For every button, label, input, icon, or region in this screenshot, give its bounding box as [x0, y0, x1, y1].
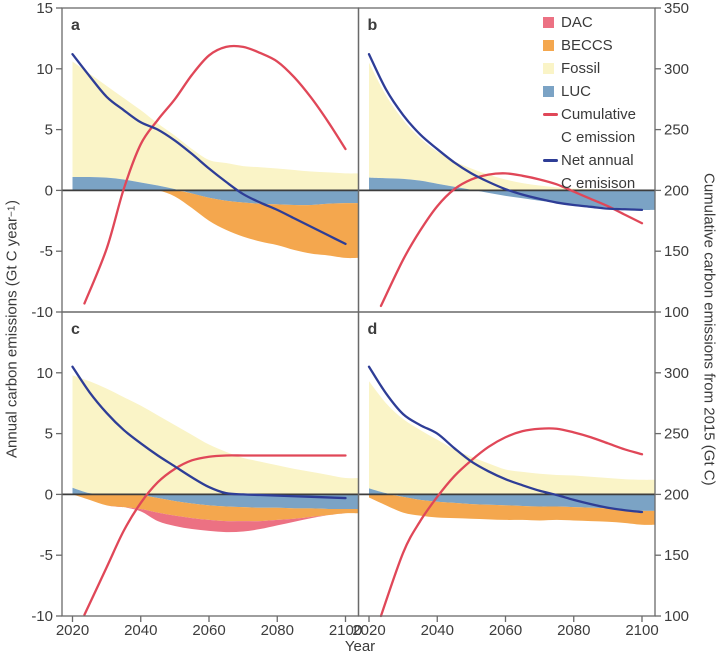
dac-legend-swatch-icon: [543, 17, 561, 28]
area-fossil-panel-c: [72, 375, 359, 495]
legend-item-dac: DAC: [543, 11, 636, 34]
area-dac-panel-c: [72, 494, 359, 533]
tick-label: 150: [664, 243, 689, 260]
dac-color-chip-icon: [543, 17, 554, 28]
line-cumulative-panel-d: [379, 427, 644, 618]
legend-item-cumulative: Cumulative: [543, 103, 636, 126]
tick-label: 2060: [489, 622, 522, 639]
legend: DAC BECCS Fossil LUC Cumulative C emission Net…: [543, 11, 636, 195]
tick-label: 250: [664, 122, 689, 139]
legend-label-net: Net annual: [561, 152, 634, 169]
luc-color-chip-icon: [543, 86, 554, 97]
line-net-annual-panel-d: [367, 365, 644, 514]
line-net-annual-panel-b: [367, 53, 644, 212]
tick-label: 2100: [625, 622, 658, 639]
line-net-annual-panel-a: [71, 53, 347, 246]
legend-item-fossil: Fossil: [543, 57, 636, 80]
legend-item-net: C emisison: [543, 172, 636, 195]
panel-border-d: [357, 311, 656, 617]
panel-label-c: c: [71, 321, 80, 338]
beccs-legend-swatch-icon: [543, 40, 561, 51]
tick-label: 300: [664, 365, 689, 382]
tick-label: 350: [664, 0, 689, 17]
tick-label: 200: [664, 182, 689, 199]
cumulative-color-chip-icon: [543, 113, 558, 116]
tick-label: 15: [36, 0, 53, 17]
tick-label: 2100: [329, 622, 362, 639]
fossil-legend-swatch-icon: [543, 63, 561, 74]
tick-label: 0: [45, 486, 53, 503]
tick-label: 0: [45, 182, 53, 199]
y-axis-title-left: Annual carbon emissions (Gt C year −1): [1, 0, 23, 658]
legend-label-cumulative: Cumulative: [561, 106, 637, 123]
area-luc-panel-c: [72, 487, 359, 510]
tick-label: 100: [664, 304, 689, 321]
x-axis-title: Year: [344, 638, 376, 655]
legend-label-luc: LUC: [561, 83, 592, 100]
line-cumulative-panel-b: [379, 172, 644, 308]
net-color-chip-icon: [543, 159, 558, 162]
area-luc-panel-b: [369, 177, 655, 210]
legend-label-dac: DAC: [561, 14, 593, 31]
tick-label: -5: [40, 243, 53, 260]
line-cumulative-panel-a: [83, 44, 347, 305]
tick-label: 10: [36, 61, 53, 78]
tick-label: 2040: [124, 622, 157, 639]
tick-label: 2040: [421, 622, 454, 639]
legend-label-beccs: BECCS: [561, 37, 613, 54]
legend-item-luc: LUC: [543, 80, 636, 103]
tick-label: 2080: [557, 622, 590, 639]
y-axis-title-left-text: Annual carbon emissions (Gt C year: [3, 216, 21, 458]
legend-label-cumulative: C emission: [561, 129, 636, 146]
beccs-color-chip-icon: [543, 40, 554, 51]
area-fossil-panel-b: [369, 62, 655, 191]
luc-legend-swatch-icon: [543, 86, 561, 97]
tick-label: -5: [40, 547, 53, 564]
tick-label: 2080: [261, 622, 294, 639]
panel-label-d: d: [368, 321, 378, 338]
panel-label-b: b: [368, 17, 378, 34]
tick-label: 2020: [352, 622, 385, 639]
tick-label: 5: [45, 426, 53, 443]
area-beccs-panel-d: [369, 494, 655, 525]
tick-label: 2060: [192, 622, 225, 639]
net-legend-swatch-icon: [543, 159, 561, 162]
y-axis-title-left-sup: −1: [6, 205, 18, 217]
legend-label-net: C emisison: [561, 175, 636, 192]
panel-label-a: a: [71, 17, 80, 34]
tick-label: -10: [31, 608, 53, 625]
area-luc-panel-d: [369, 488, 655, 511]
fossil-color-chip-icon: [543, 63, 554, 74]
tick-label: 5: [45, 122, 53, 139]
tick-label: 10: [36, 365, 53, 382]
area-beccs-panel-c: [72, 494, 359, 522]
tick-label: 250: [664, 426, 689, 443]
area-beccs-panel-a: [72, 189, 359, 259]
line-net-annual-panel-c: [71, 365, 347, 500]
legend-item-net: Net annual: [543, 149, 636, 172]
cumulative-legend-swatch-icon: [543, 113, 561, 116]
area-fossil-panel-d: [369, 381, 655, 495]
tick-label: 100: [664, 608, 689, 625]
tick-label: 2020: [56, 622, 89, 639]
legend-item-cumulative: C emission: [543, 126, 636, 149]
tick-label: -10: [31, 304, 53, 321]
y-axis-title-right: Cumulative carbon emissions from 2015 (G…: [700, 172, 718, 486]
tick-label: 150: [664, 547, 689, 564]
y-axis-title-left-close: ): [3, 200, 21, 206]
line-cumulative-panel-c: [83, 454, 347, 616]
area-fossil-panel-a: [72, 61, 359, 191]
legend-label-fossil: Fossil: [561, 60, 601, 77]
tick-label: 200: [664, 486, 689, 503]
tick-label: 300: [664, 61, 689, 78]
legend-item-beccs: BECCS: [543, 34, 636, 57]
